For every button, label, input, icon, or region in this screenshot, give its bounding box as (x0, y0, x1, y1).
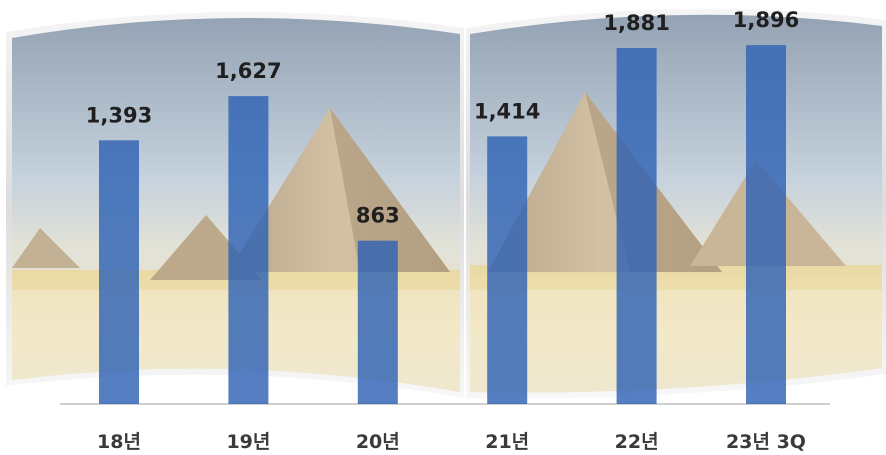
x-tick-label-5: 23년 3Q (726, 431, 806, 453)
value-label-0: 1,393 (86, 103, 152, 127)
x-tick-label-2: 20년 (356, 431, 400, 453)
bars (99, 45, 786, 405)
bar-2 (357, 240, 398, 404)
x-tick-label-1: 19년 (226, 431, 270, 453)
bar-0 (99, 140, 139, 405)
value-label-5: 1,896 (733, 8, 799, 32)
value-labels: 1,393 1,627 863 1,414 1,881 1,896 (86, 8, 799, 228)
x-tick-label-3: 21년 (485, 431, 529, 453)
value-label-4: 1,881 (603, 11, 669, 35)
value-label-2: 863 (356, 204, 400, 228)
x-tick-labels: 18년 19년 20년 21년 22년 23년 3Q (97, 431, 806, 453)
bar-3 (487, 136, 528, 404)
x-tick-label-4: 22년 (615, 431, 659, 453)
x-tick-label-0: 18년 (97, 431, 141, 453)
value-label-3: 1,414 (474, 99, 540, 123)
bar-4 (616, 48, 657, 404)
value-label-1: 1,627 (215, 59, 281, 83)
bar-1 (228, 96, 269, 404)
bar-5 (746, 45, 786, 404)
